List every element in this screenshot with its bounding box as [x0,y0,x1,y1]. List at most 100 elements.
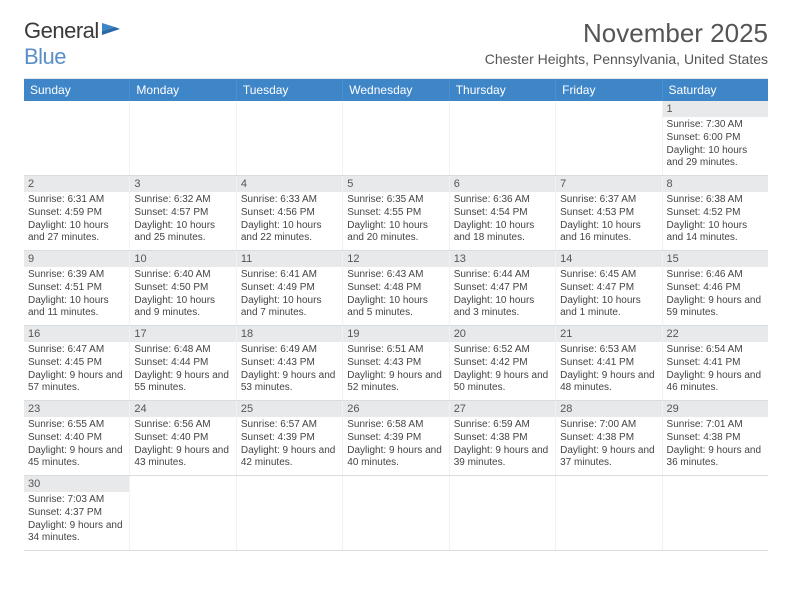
day-number: 12 [343,251,448,267]
weeks-container: 1Sunrise: 7:30 AMSunset: 6:00 PMDaylight… [24,101,768,551]
sunset-text: Sunset: 4:59 PM [28,207,125,220]
day-number: 19 [343,326,448,342]
sunrise-text: Sunrise: 6:43 AM [347,269,444,282]
day-cell: 2 Sunrise: 6:31 AMSunset: 4:59 PMDaylight… [24,176,130,250]
sunset-text: Sunset: 4:51 PM [28,282,125,295]
sunset-text: Sunset: 4:54 PM [454,207,551,220]
sunrise-text: Sunrise: 6:35 AM [347,194,444,207]
sunset-text: Sunset: 6:00 PM [667,132,764,145]
day-cell: 11Sunrise: 6:41 AMSunset: 4:49 PMDayligh… [237,251,343,325]
sunset-text: Sunset: 4:37 PM [28,507,125,520]
day-cell: 28Sunrise: 7:00 AMSunset: 4:38 PMDayligh… [556,401,662,475]
sunrise-text: Sunrise: 6:55 AM [28,419,125,432]
daylight-text: Daylight: 10 hours and 27 minutes. [28,220,125,246]
day-number: 20 [450,326,555,342]
sunrise-text: Sunrise: 6:47 AM [28,344,125,357]
daylight-text: Daylight: 9 hours and 48 minutes. [560,370,657,396]
week-row: 23Sunrise: 6:55 AMSunset: 4:40 PMDayligh… [24,401,768,476]
sunset-text: Sunset: 4:50 PM [134,282,231,295]
sunset-text: Sunset: 4:39 PM [241,432,338,445]
day-cell [24,101,130,175]
sunrise-text: Sunrise: 6:59 AM [454,419,551,432]
header: GeneralBlue November 2025 Chester Height… [24,18,768,70]
logo-text-2: Blue [24,44,66,69]
day-cell: 27Sunrise: 6:59 AMSunset: 4:38 PMDayligh… [450,401,556,475]
day-header: Tuesday [237,79,343,101]
daylight-text: Daylight: 10 hours and 22 minutes. [241,220,338,246]
sunrise-text: Sunrise: 6:46 AM [667,269,764,282]
day-cell: 9Sunrise: 6:39 AMSunset: 4:51 PMDaylight… [24,251,130,325]
daylight-text: Daylight: 9 hours and 46 minutes. [667,370,764,396]
day-cell: 24Sunrise: 6:56 AMSunset: 4:40 PMDayligh… [130,401,236,475]
sunrise-text: Sunrise: 6:44 AM [454,269,551,282]
sunrise-text: Sunrise: 6:49 AM [241,344,338,357]
sunset-text: Sunset: 4:42 PM [454,357,551,370]
daylight-text: Daylight: 9 hours and 57 minutes. [28,370,125,396]
daylight-text: Daylight: 9 hours and 59 minutes. [667,295,764,321]
daylight-text: Daylight: 10 hours and 5 minutes. [347,295,444,321]
sunset-text: Sunset: 4:47 PM [454,282,551,295]
day-number: 2 [24,176,129,192]
week-row: 2Sunrise: 6:31 AMSunset: 4:59 PMDaylight… [24,176,768,251]
daylight-text: Daylight: 9 hours and 52 minutes. [347,370,444,396]
day-cell: 7Sunrise: 6:37 AMSunset: 4:53 PMDaylight… [556,176,662,250]
day-number: 7 [556,176,661,192]
day-cell: 13Sunrise: 6:44 AMSunset: 4:47 PMDayligh… [450,251,556,325]
sunset-text: Sunset: 4:44 PM [134,357,231,370]
sunrise-text: Sunrise: 6:48 AM [134,344,231,357]
day-number: 6 [450,176,555,192]
daylight-text: Daylight: 10 hours and 3 minutes. [454,295,551,321]
day-number: 8 [663,176,768,192]
day-cell [130,476,236,550]
day-cell: 10Sunrise: 6:40 AMSunset: 4:50 PMDayligh… [130,251,236,325]
day-cell [450,101,556,175]
location-subtitle: Chester Heights, Pennsylvania, United St… [485,51,768,67]
sunset-text: Sunset: 4:55 PM [347,207,444,220]
day-cell: 12 Sunrise: 6:43 AMSunset: 4:48 PMDayligh… [343,251,449,325]
sunrise-text: Sunrise: 6:40 AM [134,269,231,282]
sunrise-text: Sunrise: 7:03 AM [28,494,125,507]
day-cell: 23Sunrise: 6:55 AMSunset: 4:40 PMDayligh… [24,401,130,475]
day-number: 10 [130,251,235,267]
sunrise-text: Sunrise: 6:31 AM [28,194,125,207]
daylight-text: Daylight: 9 hours and 39 minutes. [454,445,551,471]
daylight-text: Daylight: 10 hours and 29 minutes. [667,145,764,171]
sunset-text: Sunset: 4:53 PM [560,207,657,220]
day-number: 30 [24,476,129,492]
sunrise-text: Sunrise: 6:54 AM [667,344,764,357]
day-cell: 18Sunrise: 6:49 AMSunset: 4:43 PMDayligh… [237,326,343,400]
sunrise-text: Sunrise: 6:52 AM [454,344,551,357]
day-cell: 14Sunrise: 6:45 AMSunset: 4:47 PMDayligh… [556,251,662,325]
day-cell: 25Sunrise: 6:57 AMSunset: 4:39 PMDayligh… [237,401,343,475]
daylight-text: Daylight: 10 hours and 7 minutes. [241,295,338,321]
sunset-text: Sunset: 4:48 PM [347,282,444,295]
sunrise-text: Sunrise: 6:51 AM [347,344,444,357]
daylight-text: Daylight: 9 hours and 53 minutes. [241,370,338,396]
day-cell: 6Sunrise: 6:36 AMSunset: 4:54 PMDaylight… [450,176,556,250]
week-row: 1 Sunrise: 7:30 AMSunset: 6:00 PMDaylight… [24,101,768,176]
sunrise-text: Sunrise: 6:38 AM [667,194,764,207]
sunset-text: Sunset: 4:43 PM [347,357,444,370]
day-cell: 16Sunrise: 6:47 AMSunset: 4:45 PMDayligh… [24,326,130,400]
sunset-text: Sunset: 4:39 PM [347,432,444,445]
day-cell: 15Sunrise: 6:46 AMSunset: 4:46 PMDayligh… [663,251,768,325]
day-cell [130,101,236,175]
sunset-text: Sunset: 4:40 PM [134,432,231,445]
day-number: 16 [24,326,129,342]
day-cell: 22Sunrise: 6:54 AMSunset: 4:41 PMDayligh… [663,326,768,400]
daylight-text: Daylight: 10 hours and 25 minutes. [134,220,231,246]
day-header: Sunday [24,79,130,101]
day-cell: 19 Sunrise: 6:51 AMSunset: 4:43 PMDayligh… [343,326,449,400]
day-cell [343,476,449,550]
day-cell: 26Sunrise: 6:58 AMSunset: 4:39 PMDayligh… [343,401,449,475]
day-number: 21 [556,326,661,342]
daylight-text: Daylight: 9 hours and 45 minutes. [28,445,125,471]
day-cell: 29Sunrise: 7:01 AMSunset: 4:38 PMDayligh… [663,401,768,475]
sunrise-text: Sunrise: 6:45 AM [560,269,657,282]
sunset-text: Sunset: 4:41 PM [560,357,657,370]
sunrise-text: Sunrise: 7:30 AM [667,119,764,132]
day-number: 1 [663,101,768,117]
daylight-text: Daylight: 9 hours and 55 minutes. [134,370,231,396]
daylight-text: Daylight: 9 hours and 50 minutes. [454,370,551,396]
day-number: 22 [663,326,768,342]
